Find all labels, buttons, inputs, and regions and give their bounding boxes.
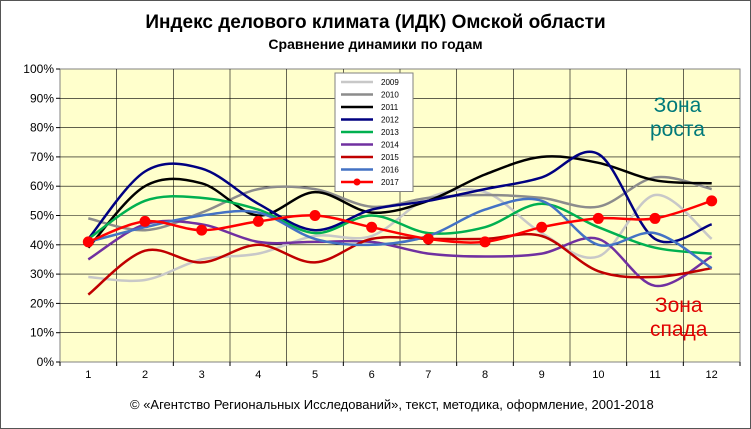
growth-zone-line-1: Зона xyxy=(653,94,702,117)
legend-label-2017: 2017 xyxy=(381,178,399,187)
copyright-footer: © «Агентство Региональных Исследований»,… xyxy=(130,397,654,412)
y-tick-label: 90% xyxy=(30,91,54,105)
legend-marker-2017 xyxy=(353,178,361,186)
x-tick-label: 4 xyxy=(255,369,261,381)
decline-zone-line-1: Зона xyxy=(654,294,703,317)
chart-title: Индекс делового климата (ИДК) Омской обл… xyxy=(145,12,606,33)
chart-subtitle: Сравнение динамики по годам xyxy=(268,36,483,52)
point-2017 xyxy=(649,212,661,224)
series-line-2015 xyxy=(87,232,712,296)
y-tick-label: 0% xyxy=(37,355,55,369)
point-2017 xyxy=(309,210,321,221)
legend-label-2015: 2015 xyxy=(381,153,399,162)
decline-zone-line-2: спада xyxy=(650,318,708,341)
y-tick-label: 50% xyxy=(30,209,54,223)
x-tick-label: 1 xyxy=(85,369,91,381)
point-2017 xyxy=(82,236,94,248)
point-2017 xyxy=(536,221,548,233)
series-line-2013 xyxy=(87,195,712,255)
x-tick-label: 6 xyxy=(369,369,375,381)
series-line-2014 xyxy=(87,219,713,288)
legend-label-2013: 2013 xyxy=(381,128,399,137)
point-2017 xyxy=(422,233,434,245)
growth-zone-label: Зона роста xyxy=(650,94,705,142)
decline-zone-label: Зона спада xyxy=(650,294,707,342)
x-tick-label: 7 xyxy=(425,369,431,381)
point-2017 xyxy=(706,195,718,207)
x-tick-label: 12 xyxy=(706,369,718,381)
series-line-2010 xyxy=(88,175,712,232)
legend-label-2010: 2010 xyxy=(381,91,399,100)
series-line-2016 xyxy=(87,197,713,270)
chart-legend: 2009 2010 2011 2012 2013 2014 2015 2016 2017 xyxy=(334,72,414,192)
legend-label-2016: 2016 xyxy=(381,166,399,175)
x-tick-label: 9 xyxy=(539,369,545,381)
legend-label-2014: 2014 xyxy=(381,141,399,150)
y-tick-label: 20% xyxy=(30,296,54,310)
legend-label-2011: 2011 xyxy=(381,103,399,112)
series-line-2012 xyxy=(87,150,713,244)
y-tick-label: 30% xyxy=(30,267,54,281)
x-tick-label: 2 xyxy=(142,369,148,381)
x-tick-label: 11 xyxy=(649,369,660,381)
y-tick-label: 70% xyxy=(30,150,54,164)
point-2017 xyxy=(252,215,264,227)
y-axis-ticks: 0% 10% 20% 30% 40% 50% 60% 70% 80% 90% 100% xyxy=(23,62,60,369)
legend-label-2012: 2012 xyxy=(381,116,399,125)
y-tick-label: 10% xyxy=(30,326,54,340)
y-tick-label: 60% xyxy=(30,179,54,193)
series-line-2011 xyxy=(87,155,712,249)
y-tick-label: 40% xyxy=(30,238,54,252)
x-tick-label: 8 xyxy=(482,369,488,381)
x-axis-ticks: 1 2 3 4 5 6 7 8 9 10 11 12 xyxy=(59,362,741,381)
point-2017 xyxy=(592,212,604,224)
point-2017 xyxy=(196,224,208,236)
legend-label-2009: 2009 xyxy=(381,78,399,87)
x-tick-label: 5 xyxy=(312,369,318,381)
point-2017 xyxy=(479,236,491,248)
y-tick-label: 100% xyxy=(23,62,54,76)
series-markers xyxy=(82,195,718,248)
y-tick-label: 80% xyxy=(30,121,54,135)
growth-zone-line-2: роста xyxy=(650,118,705,141)
point-2017 xyxy=(366,221,378,233)
x-tick-label: 10 xyxy=(592,369,604,381)
point-2017 xyxy=(139,215,151,227)
x-tick-label: 3 xyxy=(199,369,205,381)
